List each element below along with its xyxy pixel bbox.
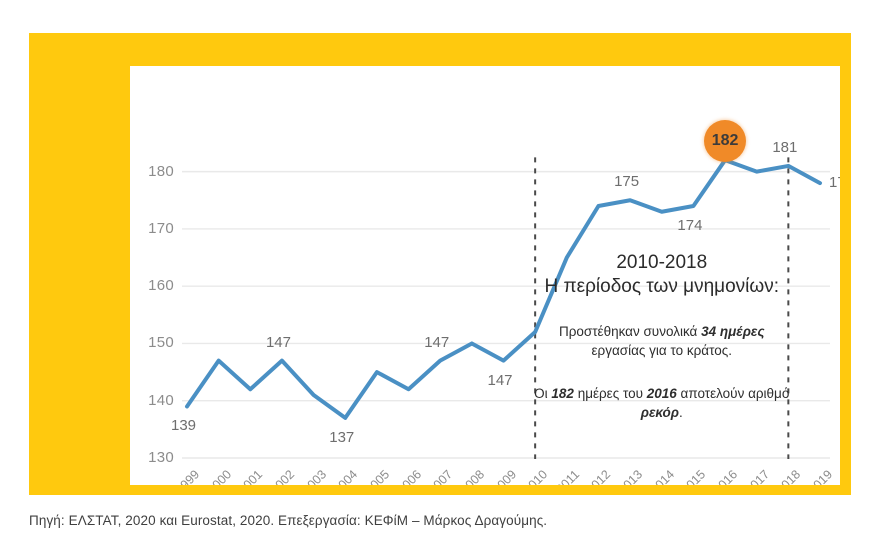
annotation-p2-emphasis-year: 2016: [646, 385, 677, 401]
line-chart-plot: 130 140 150 160 170 180 1999 2000 2001 2002 2003 2…: [130, 66, 840, 485]
data-point-label: 175: [614, 173, 640, 191]
y-axis-tick-label: 160: [148, 277, 174, 295]
annotation-p1-text-a: Προστέθηκαν συνολικά: [558, 323, 702, 339]
y-axis-tick-label: 180: [148, 162, 174, 180]
source-caption: Πηγή: ΕΛΣΤΑΤ, 2020 και Eurostat, 2020. Ε…: [29, 513, 548, 528]
data-series-line: [185, 158, 822, 420]
annotation-p2-text-g: .: [678, 405, 683, 421]
y-axis-tick-label: 150: [148, 334, 174, 352]
chart-card-inner: 130 140 150 160 170 180 1999 2000 2001 2002 2003 2…: [130, 66, 840, 485]
annotation-p1-emphasis: 34 ημέρες: [701, 323, 765, 339]
data-point-label: 139: [171, 417, 197, 435]
data-point-label: 147: [424, 333, 450, 351]
annotation-p2-emphasis-record: ρεκόρ: [640, 405, 679, 421]
y-axis-tick-label: 170: [148, 219, 174, 237]
annotation-paragraph-1: Προστέθηκαν συνολικά 34 ημέρες εργασίας …: [533, 322, 791, 360]
data-point-label: 147: [487, 371, 513, 389]
annotation-p2-text-a: Οι: [534, 385, 552, 401]
annotation-p2-text-e: αποτελούν αριθμό: [676, 385, 790, 401]
annotation-box: 2010-2018 Η περίοδος των μνημονίων: Προσ…: [533, 251, 791, 422]
annotation-p2-emphasis-days: 182: [551, 385, 574, 401]
data-point-label: 137: [329, 428, 355, 446]
annotation-p2-text-c: ημέρες του: [573, 385, 647, 401]
y-axis-tick-label: 140: [148, 391, 174, 409]
annotation-subheading: Η περίοδος των μνημονίων:: [544, 276, 779, 298]
data-point-label: 181: [772, 138, 798, 156]
data-point-label: 147: [265, 333, 291, 351]
chart-canvas: [182, 157, 830, 459]
highlight-value-badge[interactable]: 182: [704, 120, 747, 163]
chart-card-frame: 130 140 150 160 170 180 1999 2000 2001 2002 2003 2…: [29, 33, 851, 495]
annotation-heading: 2010-2018: [616, 252, 708, 273]
data-point-label: 178: [829, 174, 840, 192]
data-point-label: 174: [677, 217, 703, 234]
annotation-p1-text-c: εργασίας για το κράτος.: [591, 342, 733, 358]
annotation-paragraph-2: Οι 182 ημέρες του 2016 αποτελούν αριθμό …: [533, 384, 791, 422]
y-axis-tick-label: 130: [148, 449, 174, 466]
